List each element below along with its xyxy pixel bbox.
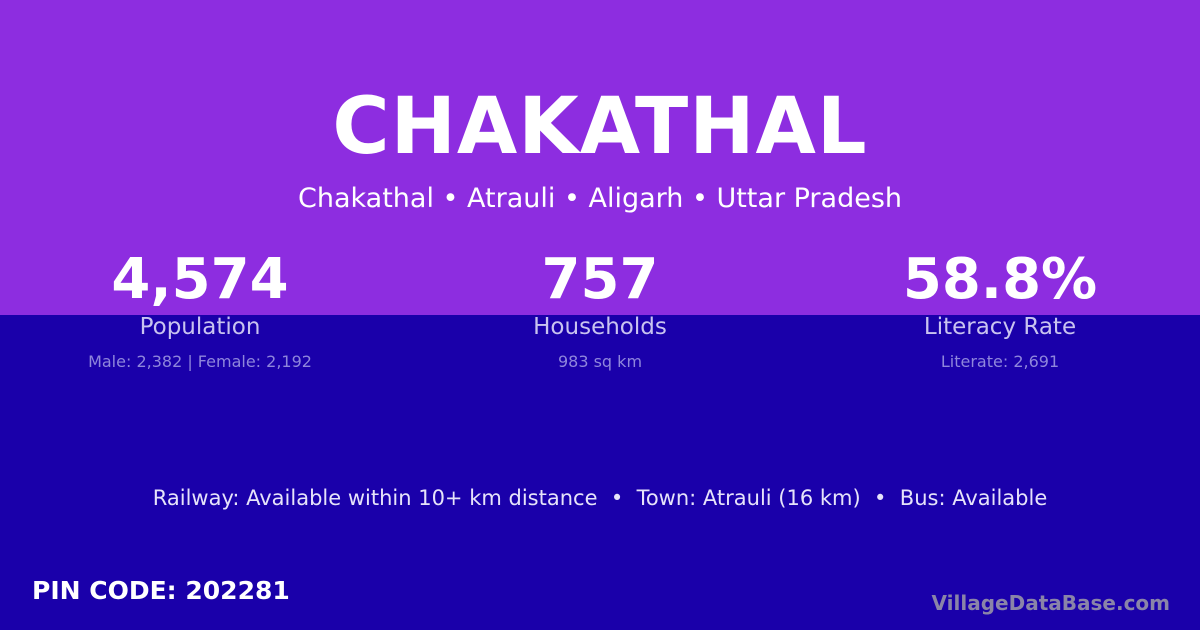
stat-literacy: 58.8% Literacy Rate Literate: 2,691 xyxy=(800,247,1200,372)
stat-value: 4,574 xyxy=(111,247,289,312)
stat-detail: 983 sq km xyxy=(557,352,643,371)
village-title: CHAKATHAL xyxy=(332,82,868,172)
stat-label: Literacy Rate xyxy=(923,314,1077,340)
stat-label: Population xyxy=(139,314,261,340)
pin-code: PIN CODE: 202281 xyxy=(32,576,290,605)
stat-households: 757 Households 983 sq km xyxy=(400,247,800,372)
stat-value: 757 xyxy=(541,247,659,312)
brand-watermark: VillageDataBase.com xyxy=(931,591,1170,615)
stat-label: Households xyxy=(533,314,667,340)
stat-detail: Literate: 2,691 xyxy=(940,352,1060,371)
amenities-line: Railway: Available within 10+ km distanc… xyxy=(152,486,1048,510)
header-band xyxy=(0,0,1200,315)
location-breadcrumb: Chakathal • Atrauli • Aligarh • Uttar Pr… xyxy=(297,183,903,214)
stat-detail: Male: 2,382 | Female: 2,192 xyxy=(88,352,312,371)
stat-value: 58.8% xyxy=(902,247,1098,312)
stat-population: 4,574 Population Male: 2,382 | Female: 2… xyxy=(0,247,400,372)
